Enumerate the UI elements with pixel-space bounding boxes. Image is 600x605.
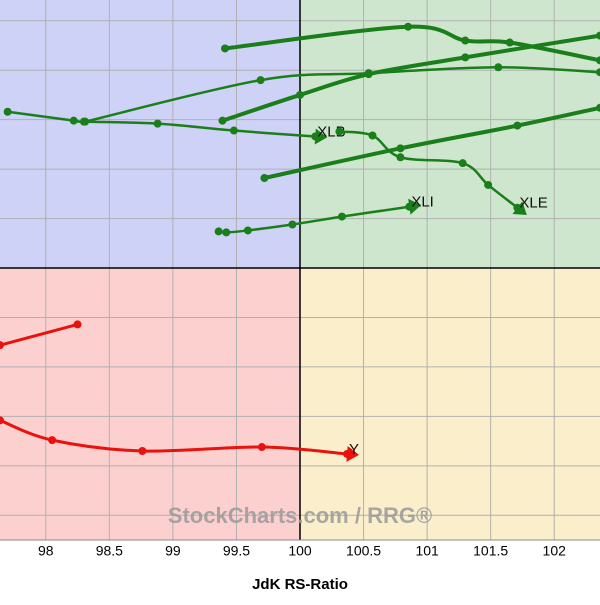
trail-point (0, 416, 4, 425)
trail-point (494, 63, 503, 72)
series-label: XLI (411, 194, 434, 211)
trail-point (69, 116, 78, 125)
trail-point (404, 22, 413, 31)
trail-point (138, 446, 147, 455)
trail-point (260, 174, 269, 183)
trail-point (221, 44, 229, 53)
x-tick-label: 100.5 (346, 543, 381, 559)
trail-point (396, 153, 405, 162)
quadrant-weakening (300, 268, 600, 540)
x-tick-label: 102 (543, 543, 567, 559)
trail-point (48, 436, 57, 445)
x-tick-label: 101.5 (473, 543, 508, 559)
trail-point (222, 228, 231, 237)
trail-point (396, 144, 405, 153)
series-label: Y (349, 441, 359, 458)
x-tick-label: 98 (38, 543, 54, 559)
trail-point (596, 31, 600, 40)
x-tick-label: 101 (415, 543, 439, 559)
trail-point (153, 119, 162, 128)
x-tick-label: 98.5 (96, 543, 123, 559)
trail-point (505, 38, 514, 47)
trail-point (73, 320, 82, 329)
trail-point (461, 53, 470, 62)
trail-point (337, 212, 346, 221)
trail-point (288, 220, 297, 229)
trail-point (513, 121, 522, 130)
trail-point (461, 36, 470, 45)
arrowhead (408, 198, 422, 215)
trail-point (596, 56, 600, 65)
trail-point (368, 131, 377, 140)
trail-point (335, 127, 344, 136)
trail-line (262, 105, 600, 181)
trail-line (0, 418, 349, 456)
trail-point (257, 443, 266, 452)
trail-point (596, 68, 600, 77)
trail-point (214, 227, 223, 236)
arrowhead (346, 445, 359, 462)
trail-point (3, 107, 12, 116)
x-tick-label: 100 (288, 543, 312, 559)
trail-point (458, 159, 467, 168)
x-axis-title: JdK RS-Ratio (252, 576, 348, 593)
trail-point (0, 341, 4, 350)
trail-point (218, 116, 227, 125)
quadrant-lagging (0, 268, 300, 540)
trail-point (364, 69, 373, 78)
series-label: XLE (519, 195, 547, 212)
trail-point (296, 90, 304, 99)
arrowhead (512, 201, 527, 216)
x-tick-label: 99 (165, 543, 181, 559)
trail-line (0, 322, 80, 347)
quadrant-lagging-improving (0, 0, 300, 269)
trail-point (484, 180, 493, 189)
watermark: StockCharts.com / RRG® (168, 503, 432, 528)
trail-point (81, 117, 90, 126)
trail-point (596, 103, 600, 112)
x-tick-label: 99.5 (223, 543, 250, 559)
arrowhead (314, 128, 328, 145)
trail-line (6, 110, 317, 138)
trail-point (229, 126, 238, 135)
trail-point (256, 76, 265, 85)
trail-point (243, 226, 252, 235)
